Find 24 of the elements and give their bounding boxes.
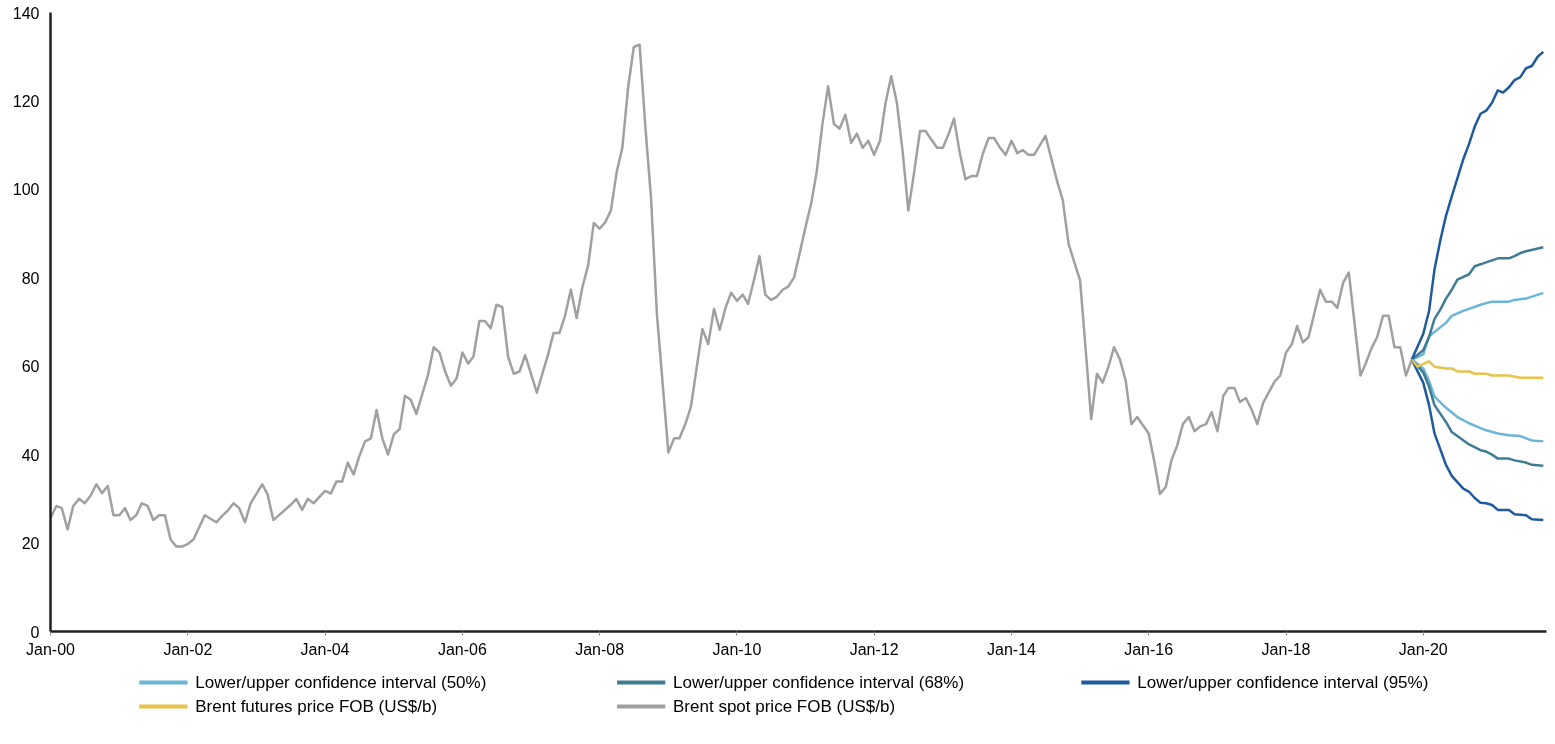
x-tick-label: Jan-00 <box>26 640 76 658</box>
x-tick-label: Jan-06 <box>437 640 487 658</box>
legend-label: Lower/upper confidence interval (68%) <box>673 673 965 692</box>
x-tick-label: Jan-14 <box>987 640 1037 658</box>
y-tick-label: 40 <box>21 446 40 464</box>
y-tick-label: 120 <box>12 92 40 110</box>
legend-label: Brent futures price FOB (US$/b) <box>195 697 438 716</box>
x-tick-label: Jan-04 <box>300 640 350 658</box>
y-tick-label: 20 <box>21 535 40 553</box>
legend-label: Lower/upper confidence interval (95%) <box>1137 673 1429 692</box>
x-tick-label: Jan-08 <box>575 640 625 658</box>
y-tick-label: 140 <box>12 4 40 22</box>
legend-label: Brent spot price FOB (US$/b) <box>673 697 896 716</box>
legend-label: Lower/upper confidence interval (50%) <box>195 673 487 692</box>
y-tick-label: 100 <box>12 181 40 199</box>
x-tick-label: Jan-16 <box>1124 640 1174 658</box>
y-tick-label: 60 <box>21 358 40 376</box>
x-tick-label: Jan-10 <box>712 640 762 658</box>
y-tick-label: 80 <box>21 269 40 287</box>
x-tick-label: Jan-20 <box>1398 640 1448 658</box>
y-tick-label: 0 <box>30 623 40 641</box>
x-tick-label: Jan-18 <box>1261 640 1311 658</box>
x-tick-label: Jan-02 <box>163 640 213 658</box>
x-tick-label: Jan-12 <box>849 640 899 658</box>
